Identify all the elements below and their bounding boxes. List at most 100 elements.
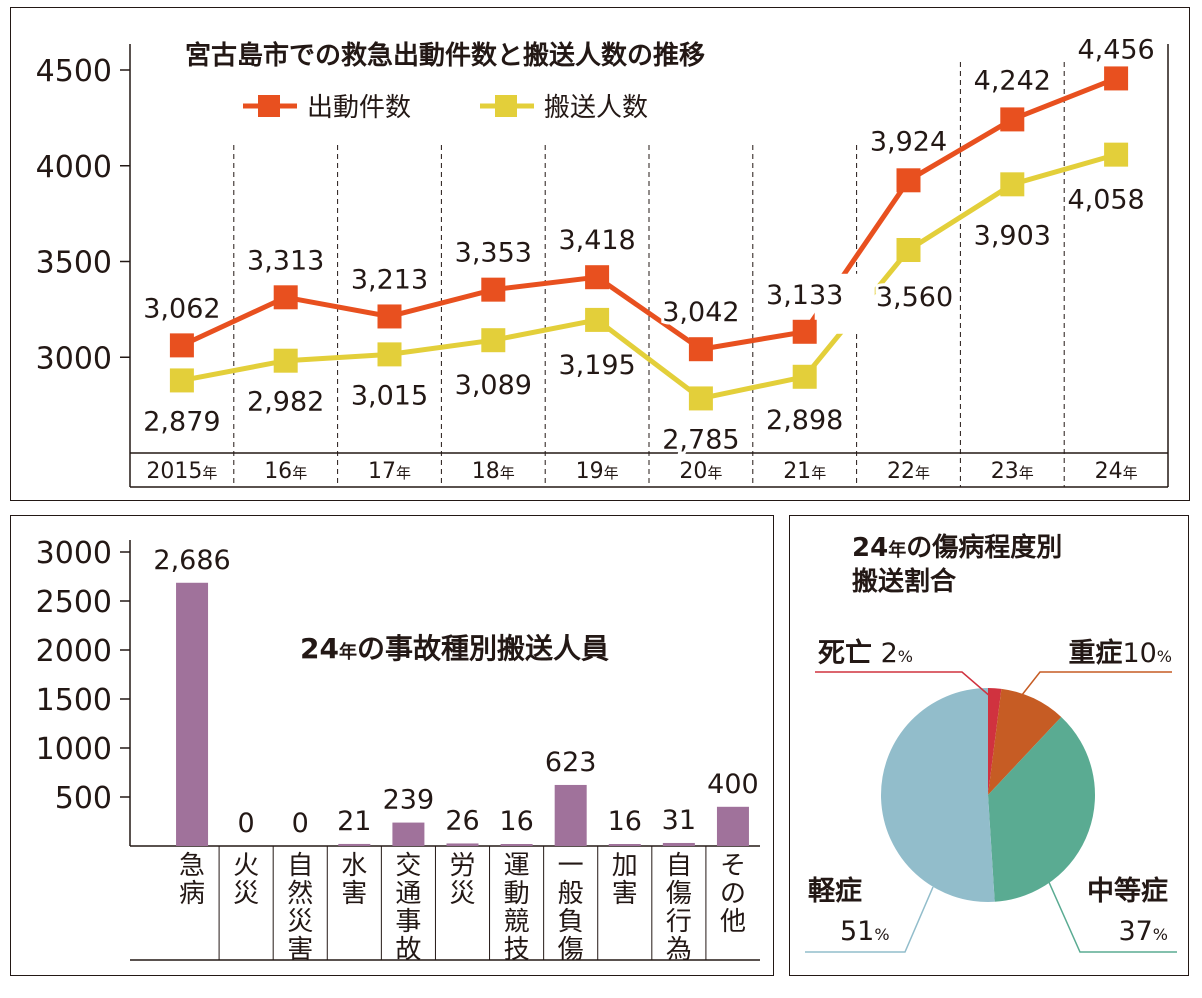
pie-label-severe: 重症10% [1068,638,1172,669]
data-label-0: 3,924 [870,126,947,157]
bar-y-tick-label: 2000 [36,634,112,669]
bar [716,806,749,846]
data-point-1 [792,364,817,389]
bar-category-char: 負 [558,907,584,937]
data-label-1: 3,195 [558,350,635,381]
bar-category-char: 傷 [558,935,584,965]
x-category-label: 24年 [1095,459,1138,484]
x-category-label: 2015年 [146,459,217,484]
bar-value-label: 31 [662,805,696,836]
bar-value-label: 0 [238,808,255,839]
bar-category-char: 故 [395,935,421,965]
data-point-0 [896,168,921,193]
data-label-0: 3,313 [247,245,324,276]
pie-title-line2: 搬送割合 [852,566,957,597]
bar-chart-panel [10,515,774,976]
bar-category-char: 然 [287,879,313,909]
bar-category-char: 害 [287,935,313,965]
data-label-1: 2,982 [247,387,324,418]
bar-category-char: 傷 [666,879,692,909]
y-tick-label: 4500 [36,54,112,89]
series-line-1 [181,152,1117,402]
legend-marker-1 [495,95,517,117]
bar-category-char: 事 [395,907,421,937]
bar [662,842,695,846]
bar-category-char: 交 [395,851,421,881]
data-point-0 [792,319,817,344]
leader-death [815,671,992,698]
data-label-1: 3,560 [876,282,953,313]
bar-category-char: 競 [504,907,530,937]
legend-marker-0 [258,95,280,117]
data-point-0 [1000,107,1025,132]
data-label-0: 3,062 [143,293,220,324]
data-point-1 [585,307,610,332]
data-point-1 [1000,172,1025,197]
pie-label-death: 死亡 2% [818,638,913,669]
bar-category-char: 火 [233,851,259,881]
bar-category-char: 害 [612,879,638,909]
bar-y-tick-label: 3000 [36,536,112,571]
x-category-label: 23年 [991,459,1034,484]
data-point-1 [1104,142,1129,167]
data-label-0: 3,353 [455,238,532,269]
bar-category-char: 労 [449,851,475,881]
bar-category-char: 般 [558,879,584,909]
label-mask [814,273,875,334]
bar-value-label: 16 [499,806,533,837]
legend-label-0: 出動件数 [307,93,411,123]
data-point-1 [688,386,713,411]
bar-y-tick-label: 1500 [36,683,112,718]
data-label-0: 3,418 [558,225,635,256]
bar [500,844,533,846]
bar-category-char: 動 [504,879,530,909]
data-label-0: 4,242 [974,65,1051,96]
data-point-1 [481,328,506,353]
data-label-0: 4,456 [1077,34,1154,65]
bar-category-char: そ [720,851,746,881]
leader-severe [1017,671,1172,701]
y-tick-label: 3000 [36,341,112,376]
bar-y-tick-label: 1000 [36,732,112,767]
bar-category-char: 他 [720,907,746,937]
bar-category-char: 技 [504,935,530,965]
bar-value-label: 16 [608,806,642,837]
data-point-1 [273,348,298,373]
data-point-1 [169,368,194,393]
bar [608,844,641,846]
line-chart-title: 宮古島市での救急出動件数と搬送人数の推移 [185,40,705,71]
leader-mild [805,886,934,953]
bar-value-label: 2,686 [153,545,230,576]
data-label-1: 3,089 [455,370,532,401]
bar [446,843,479,846]
bar-category-char: 災 [287,907,313,937]
bar [176,582,209,846]
pie-label-mild-name: 軽症 [808,876,862,907]
bar-category-char: 一 [558,851,584,881]
data-label-1: 2,898 [766,405,843,436]
bar [554,784,587,846]
data-point-0 [1104,66,1129,91]
bar-category-char: 行 [666,907,692,937]
x-category-label: 21年 [783,459,826,484]
data-label-0: 3,042 [662,297,739,328]
pie-label-mild-value: 51% [840,916,890,947]
data-label-1: 3,015 [351,380,428,411]
series-line-0 [180,76,1118,352]
pie-label-moderate-name: 中等症 [1087,875,1168,907]
bar-category-char: 水 [341,851,367,881]
data-point-0 [169,333,194,358]
bar-y-tick-label: 500 [55,781,112,816]
data-point-0 [273,285,298,310]
x-category-label: 16年 [264,459,307,484]
data-point-0 [377,304,402,329]
data-label-0: 3,213 [351,264,428,295]
data-label-1: 3,903 [974,220,1051,251]
x-category-label: 20年 [679,459,722,484]
x-category-label: 18年 [472,459,515,484]
pie-slice-1 [988,688,1062,795]
data-label-1: 4,058 [1067,185,1144,216]
bar-category-char: 災 [449,879,475,909]
pie-title-line1: 24年の傷病程度別 [852,532,1062,563]
